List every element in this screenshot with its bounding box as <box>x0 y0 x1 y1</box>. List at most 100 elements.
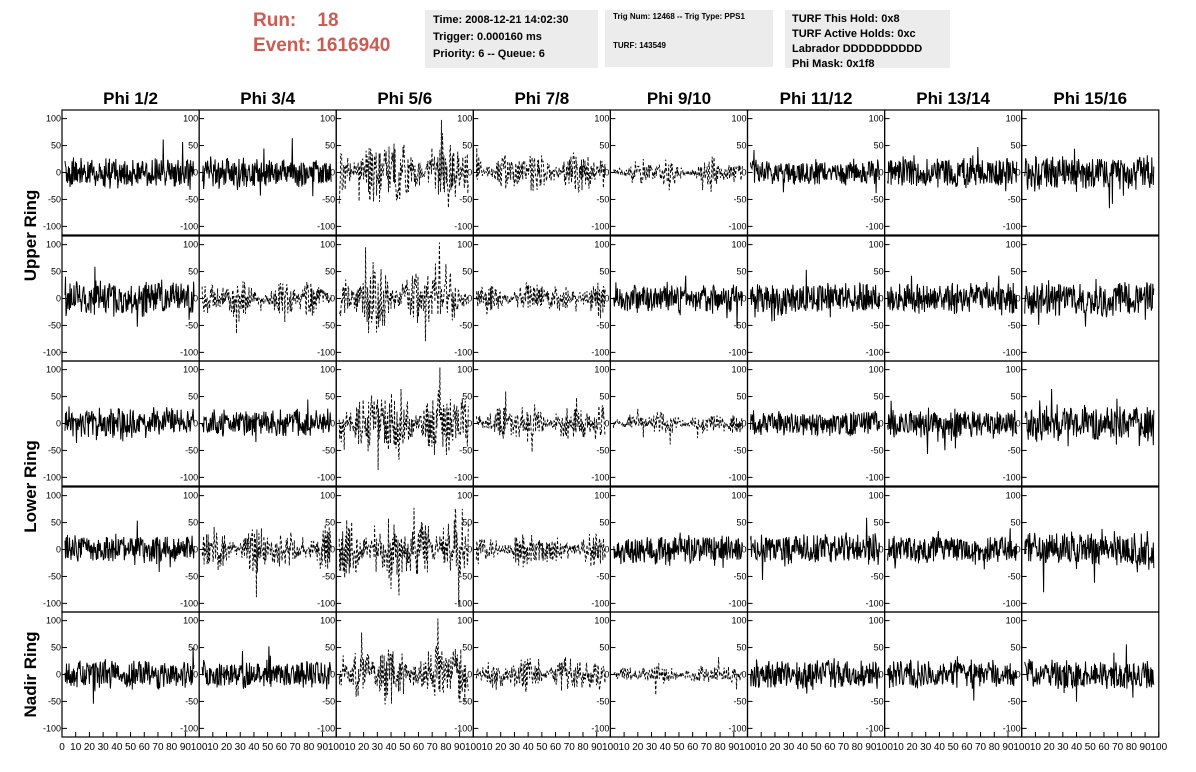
y-tick-label: 0 <box>467 168 472 178</box>
y-tick-label: 100 <box>731 616 746 626</box>
y-tick-label: 0 <box>193 419 198 429</box>
x-tick-label: 70 <box>838 742 850 753</box>
y-tick-label: -100 <box>454 472 472 482</box>
y-tick-label: 0 <box>741 419 746 429</box>
y-tick-label: -100 <box>1003 221 1021 231</box>
waveform-trace <box>887 400 1018 455</box>
x-tick-label: 100 <box>1013 742 1030 753</box>
waveform-trace <box>612 408 743 445</box>
y-tick-label: 100 <box>869 240 884 250</box>
y-tick-label: 100 <box>594 240 609 250</box>
y-tick-label: -50 <box>1008 696 1021 706</box>
x-tick-label: 50 <box>125 742 137 753</box>
waveform-trace <box>887 656 1018 701</box>
x-tick-label: 10 <box>756 742 768 753</box>
y-tick-label: 100 <box>183 616 198 626</box>
waveform-trace <box>887 528 1018 570</box>
y-tick-label: 50 <box>736 141 746 151</box>
y-tick-label: 50 <box>51 141 61 151</box>
waveform-trace <box>613 156 743 192</box>
y-tick-label: 100 <box>731 114 746 124</box>
y-tick-label: 100 <box>457 365 472 375</box>
y-tick-label: -100 <box>591 347 609 357</box>
y-tick-label: -50 <box>596 445 609 455</box>
y-tick-label: -50 <box>596 696 609 706</box>
x-tick-label: 50 <box>399 742 411 753</box>
y-tick-label: -100 <box>728 723 746 733</box>
y-tick-label: 50 <box>188 141 198 151</box>
y-tick-label: 100 <box>320 616 335 626</box>
x-tick-label: 30 <box>372 742 384 753</box>
column-title: Phi 15/16 <box>1053 89 1127 108</box>
y-tick-label: 0 <box>56 419 61 429</box>
y-tick-label: -100 <box>180 472 198 482</box>
waveform-trace <box>201 281 332 334</box>
y-tick-label: 0 <box>741 670 746 680</box>
y-tick-label: 50 <box>1011 643 1021 653</box>
y-tick-label: 0 <box>1016 168 1021 178</box>
x-tick-label: 10 <box>70 742 82 753</box>
y-tick-label: -50 <box>871 194 884 204</box>
y-tick-label: -50 <box>322 571 335 581</box>
y-tick-label: -50 <box>48 571 61 581</box>
y-tick-label: -50 <box>459 445 472 455</box>
y-tick-label: -50 <box>596 194 609 204</box>
y-tick-label: 100 <box>731 365 746 375</box>
x-tick-label: 20 <box>495 742 507 753</box>
y-tick-label: -50 <box>1008 571 1021 581</box>
y-tick-label: 100 <box>1006 240 1021 250</box>
y-tick-label: -100 <box>43 347 61 357</box>
x-tick-label: 60 <box>1098 742 1110 753</box>
y-tick-label: 0 <box>56 294 61 304</box>
y-tick-label: 100 <box>457 114 472 124</box>
x-tick-label: 20 <box>632 742 644 753</box>
y-tick-label: -100 <box>317 472 335 482</box>
y-tick-label: 0 <box>1016 670 1021 680</box>
y-tick-label: -50 <box>1008 445 1021 455</box>
y-tick-label: 100 <box>869 114 884 124</box>
waveform-trace <box>338 367 469 471</box>
x-tick-label: 80 <box>166 742 178 753</box>
y-tick-label: -50 <box>871 696 884 706</box>
y-tick-label: -50 <box>733 194 746 204</box>
x-tick-label: 90 <box>1002 742 1014 753</box>
column-title: Phi 9/10 <box>647 89 711 108</box>
y-tick-label: 50 <box>325 643 335 653</box>
y-tick-label: -50 <box>733 445 746 455</box>
y-tick-label: -100 <box>454 723 472 733</box>
x-tick-label: 30 <box>1057 742 1069 753</box>
waveform-trace <box>475 533 606 568</box>
x-tick-label: 40 <box>248 742 260 753</box>
x-tick-label: 30 <box>235 742 247 753</box>
y-tick-label: -50 <box>322 320 335 330</box>
run-value: 18 <box>317 10 339 31</box>
x-tick-label: 10 <box>481 742 493 753</box>
x-tick-label: 50 <box>262 742 274 753</box>
x-tick-label: 30 <box>509 742 521 753</box>
y-tick-label: -100 <box>866 472 884 482</box>
x-tick-label: 40 <box>1071 742 1083 753</box>
row-title: Lower Ring <box>21 440 40 533</box>
y-tick-label: 100 <box>1006 616 1021 626</box>
y-tick-label: 50 <box>51 643 61 653</box>
x-tick-label: 70 <box>290 742 302 753</box>
y-tick-label: 100 <box>46 616 61 626</box>
y-tick-label: 100 <box>183 365 198 375</box>
y-tick-label: -100 <box>43 723 61 733</box>
y-tick-label: 100 <box>869 491 884 501</box>
y-tick-label: 0 <box>604 294 609 304</box>
turf-info-box: TURF This Hold: 0x8 TURF Active Holds: 0… <box>785 10 950 70</box>
y-tick-label: -50 <box>48 320 61 330</box>
waveform-trace <box>201 524 332 598</box>
y-tick-label: 0 <box>467 545 472 555</box>
waveform-trace <box>64 266 195 327</box>
x-tick-label: 90 <box>1140 742 1152 753</box>
y-tick-label: 50 <box>1011 267 1021 277</box>
x-tick-label: 80 <box>303 742 315 753</box>
x-tick-label: 40 <box>660 742 672 753</box>
y-tick-label: -100 <box>317 598 335 608</box>
y-tick-label: 0 <box>193 294 198 304</box>
column-title: Phi 3/4 <box>240 89 295 108</box>
phi-mask-line: Phi Mask: 0x1f8 <box>792 58 875 70</box>
